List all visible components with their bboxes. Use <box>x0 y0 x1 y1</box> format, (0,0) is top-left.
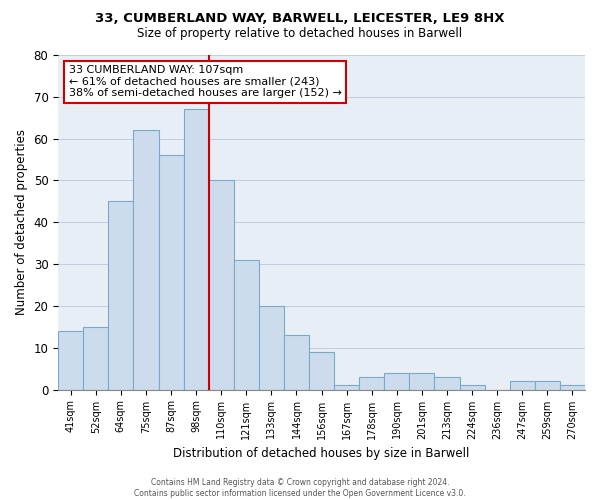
Bar <box>409 373 434 390</box>
Bar <box>309 352 334 390</box>
Text: 33 CUMBERLAND WAY: 107sqm
← 61% of detached houses are smaller (243)
38% of semi: 33 CUMBERLAND WAY: 107sqm ← 61% of detac… <box>68 65 341 98</box>
Bar <box>510 381 535 390</box>
Bar <box>560 386 585 390</box>
Bar <box>460 386 485 390</box>
Bar <box>535 381 560 390</box>
Bar <box>359 377 384 390</box>
Bar <box>184 110 209 390</box>
Bar <box>434 377 460 390</box>
Y-axis label: Number of detached properties: Number of detached properties <box>15 130 28 316</box>
Bar <box>334 386 359 390</box>
Bar <box>109 202 133 390</box>
Text: 33, CUMBERLAND WAY, BARWELL, LEICESTER, LE9 8HX: 33, CUMBERLAND WAY, BARWELL, LEICESTER, … <box>95 12 505 26</box>
X-axis label: Distribution of detached houses by size in Barwell: Distribution of detached houses by size … <box>173 447 470 460</box>
Bar <box>58 331 83 390</box>
Bar <box>384 373 409 390</box>
Bar <box>83 327 109 390</box>
Bar <box>259 306 284 390</box>
Bar <box>133 130 158 390</box>
Bar <box>234 260 259 390</box>
Bar <box>209 180 234 390</box>
Bar <box>284 335 309 390</box>
Text: Contains HM Land Registry data © Crown copyright and database right 2024.
Contai: Contains HM Land Registry data © Crown c… <box>134 478 466 498</box>
Text: Size of property relative to detached houses in Barwell: Size of property relative to detached ho… <box>137 28 463 40</box>
Bar <box>158 156 184 390</box>
